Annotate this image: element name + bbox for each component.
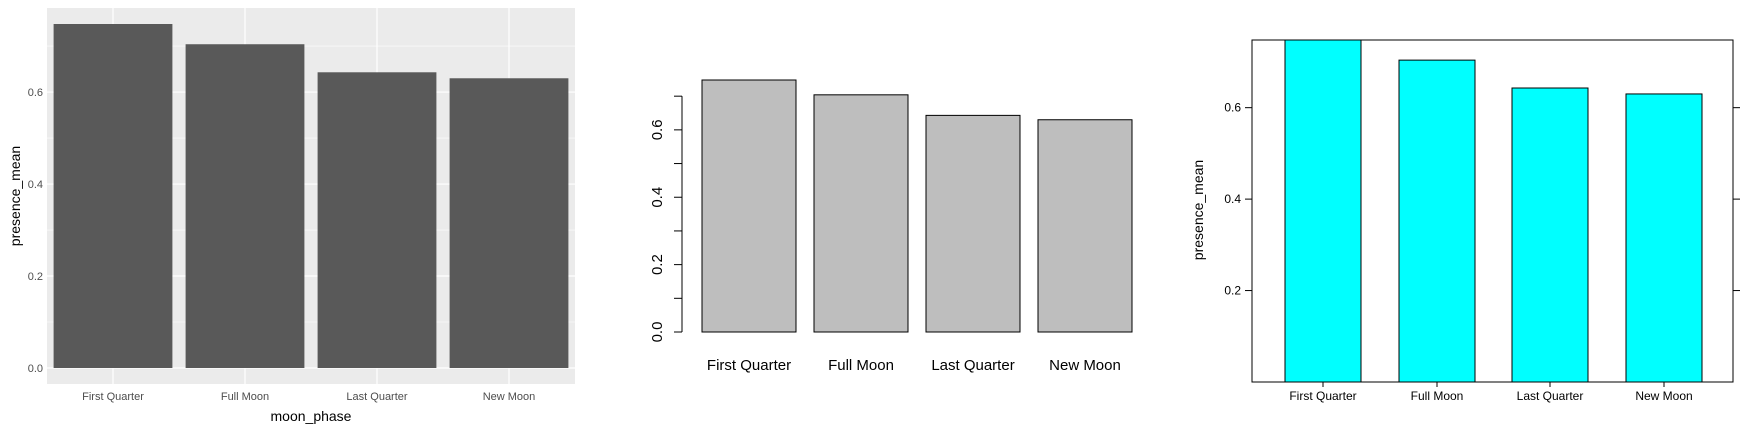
ggplot-bars	[53, 24, 569, 369]
ggplot-y-tick-label: 0.2	[28, 271, 43, 283]
ggplot-x-tick-label: New Moon	[483, 391, 536, 403]
chart-base: 0.0 0.2 0.4 0.6 First Quarter Full Moon Last …	[649, 79, 1133, 374]
base-y-axis: 0.0 0.2 0.4 0.6	[649, 95, 683, 343]
lattice-bars	[1284, 39, 1703, 383]
ggplot-bar	[53, 24, 173, 368]
chart-lattice: 0.2 0.4 0.6 First Quarter Full Moon Last Qua…	[1190, 39, 1740, 403]
lattice-y-axis: 0.2 0.4 0.6	[1224, 101, 1740, 387]
lattice-x-tick-labels: First Quarter Full Moon Last Quarter New Mo…	[1289, 389, 1692, 403]
base-x-tick-labels: First Quarter Full Moon Last Quarter New Mo…	[707, 357, 1121, 374]
ggplot-bar	[185, 44, 305, 369]
lattice-y-tick-label: 0.4	[1224, 192, 1241, 206]
lattice-x-tick-label: Last Quarter	[1517, 389, 1584, 403]
ggplot-x-tick-labels: First Quarter Full Moon Last Quarter New Mo…	[82, 391, 535, 403]
base-y-tick-label: 0.6	[649, 119, 666, 140]
lattice-bar	[1625, 93, 1703, 383]
base-x-tick-label: Last Quarter	[931, 357, 1014, 374]
base-y-tick-label: 0.0	[649, 322, 666, 343]
ggplot-x-axis-title: moon_phase	[271, 408, 352, 424]
lattice-bar	[1398, 59, 1476, 383]
lattice-x-tick-label: First Quarter	[1289, 389, 1356, 403]
base-y-tick-label: 0.2	[649, 254, 666, 275]
ggplot-bar	[449, 78, 569, 368]
base-y-tick-label: 0.4	[649, 187, 666, 208]
base-bar	[1037, 119, 1133, 333]
lattice-y-tick-label: 0.6	[1224, 101, 1241, 115]
base-bar	[813, 94, 909, 333]
lattice-bar	[1511, 87, 1589, 383]
ggplot-y-tick-label: 0.4	[28, 179, 43, 191]
base-x-tick-label: New Moon	[1049, 357, 1121, 374]
ggplot-y-tick-label: 0.6	[28, 87, 43, 99]
lattice-x-tick-label: New Moon	[1635, 389, 1692, 403]
chart-ggplot: 0.0 0.2 0.4 0.6 First Quarter Full Moon Last …	[7, 8, 575, 424]
ggplot-x-tick-label: First Quarter	[82, 391, 144, 403]
ggplot-y-tick-labels: 0.0 0.2 0.4 0.6	[28, 87, 43, 375]
lattice-y-axis-title: presence_mean	[1190, 160, 1206, 260]
ggplot-y-tick-label: 0.0	[28, 363, 43, 375]
ggplot-bar	[317, 72, 437, 369]
ggplot-x-tick-label: Full Moon	[221, 391, 269, 403]
lattice-bar	[1284, 39, 1362, 383]
lattice-panel-border	[1251, 39, 1734, 383]
ggplot-y-axis-title: presence_mean	[7, 146, 23, 246]
base-bar	[925, 114, 1021, 333]
ggplot-x-tick-label: Last Quarter	[346, 391, 407, 403]
lattice-x-tick-label: Full Moon	[1411, 389, 1464, 403]
base-bars	[701, 79, 1133, 333]
lattice-y-tick-label: 0.2	[1224, 284, 1241, 298]
base-x-tick-label: Full Moon	[828, 357, 894, 374]
base-x-tick-label: First Quarter	[707, 357, 791, 374]
base-bar	[701, 79, 797, 333]
